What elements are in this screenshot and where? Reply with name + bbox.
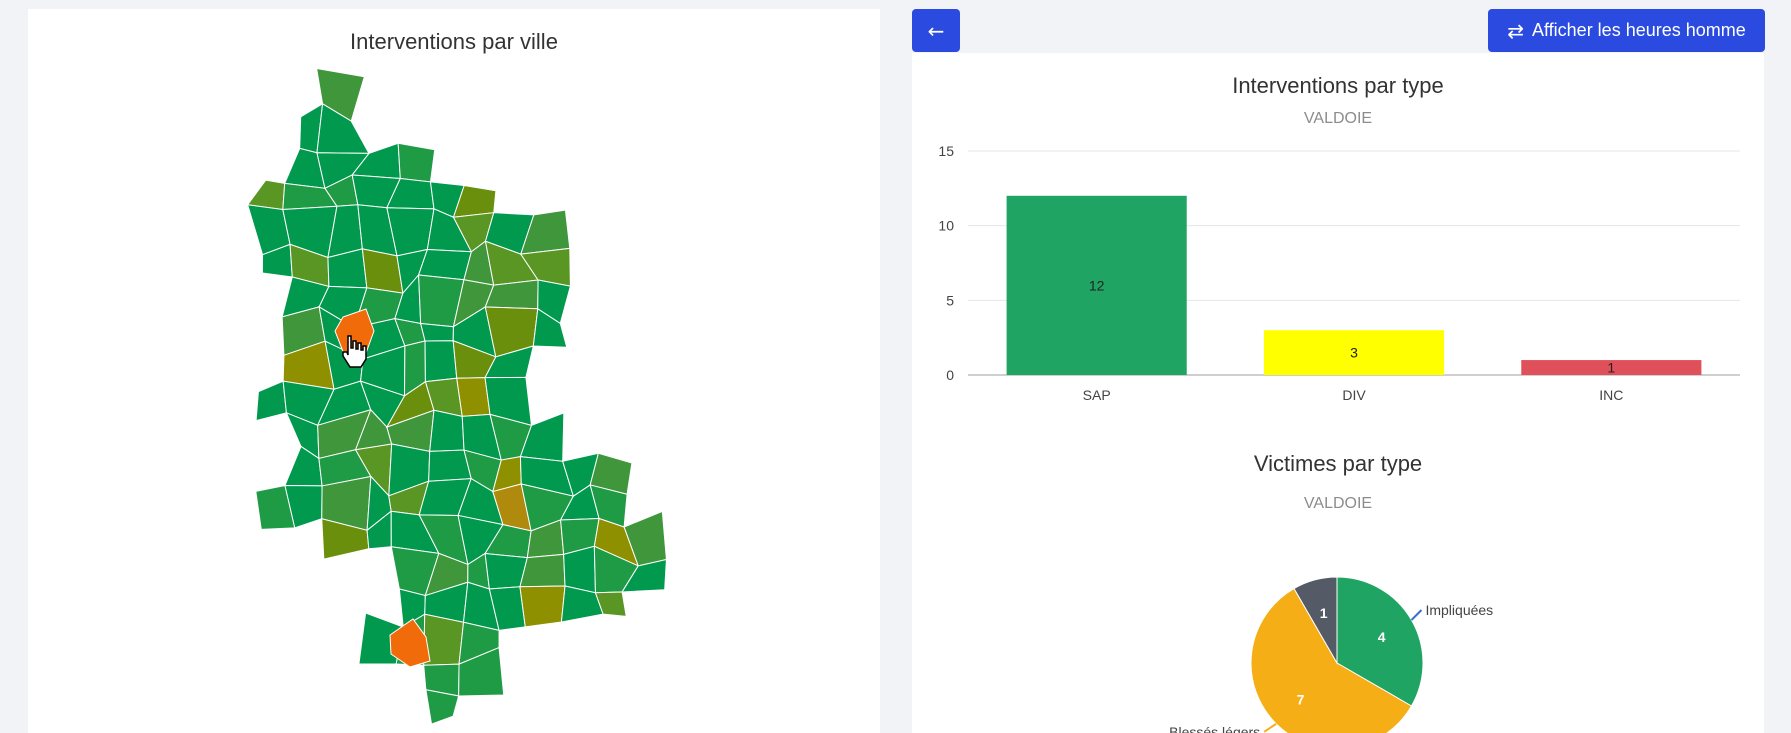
bar-div[interactable] [1263, 330, 1445, 375]
commune-region[interactable] [458, 646, 505, 697]
toggle-hours-button[interactable]: ⇄ Afficher les heures homme [1488, 9, 1765, 52]
bar-sap[interactable] [1006, 195, 1187, 375]
commune-region[interactable] [425, 689, 460, 725]
commune-region[interactable] [424, 340, 458, 383]
pie-slice-label: 4 [1378, 629, 1386, 645]
pie-legend-label: Blessés légers [1169, 724, 1260, 733]
map-regions [246, 67, 667, 725]
y-tick-label: 0 [946, 367, 954, 383]
pie-slice[interactable] [1336, 576, 1424, 707]
pie-chart-subtitle: VALDOIE [1303, 495, 1373, 512]
bar-chart: 0 5 10 15 12 SAP 3 DIV 1 INC [938, 143, 1740, 403]
commune-region[interactable] [621, 558, 667, 593]
city-map [246, 67, 667, 725]
y-tick-label: 5 [946, 292, 954, 308]
bar-inc[interactable] [1521, 360, 1702, 375]
map-panel: Interventions par ville [28, 9, 880, 733]
bar-data-label: 12 [1089, 277, 1105, 293]
pie-slice[interactable] [1250, 587, 1413, 733]
bar-data-label: 1 [1607, 360, 1615, 376]
x-tick-label: SAP [1083, 387, 1111, 403]
pie-legend-label: Impliquées [1425, 602, 1493, 618]
bar-chart-title: Interventions par type [1232, 73, 1444, 98]
pie-chart-title: Victimes par type [1253, 451, 1423, 476]
back-button[interactable]: ← [912, 9, 960, 52]
hand-cursor-icon [342, 335, 367, 368]
commune-region[interactable] [563, 545, 596, 594]
commune-region[interactable] [255, 380, 287, 422]
commune-region[interactable] [389, 618, 431, 668]
commune-region[interactable] [429, 409, 465, 452]
toggle-hours-label: Afficher les heures homme [1531, 20, 1746, 40]
pie-leader-line [1263, 722, 1277, 733]
commune-region[interactable] [519, 553, 566, 588]
y-tick-label: 10 [938, 218, 954, 234]
commune-region[interactable] [417, 248, 473, 281]
y-tick-label: 15 [938, 143, 954, 159]
map-title: Interventions par ville [350, 29, 558, 54]
bar-data-label: 3 [1350, 345, 1358, 361]
commune-region[interactable] [456, 377, 491, 417]
x-tick-label: INC [1599, 387, 1623, 403]
x-tick-label: DIV [1342, 387, 1366, 403]
right-panel: Interventions par type VALDOIE 0 5 10 15 12 S… [912, 53, 1764, 733]
bar-chart-subtitle: VALDOIE [1303, 110, 1373, 127]
pie-chart: 4 Impliquées 7 Blessés légers 1 [1169, 576, 1493, 733]
commune-region[interactable] [532, 307, 568, 348]
commune-region[interactable] [519, 585, 566, 628]
pie-slice[interactable] [1293, 576, 1338, 665]
pie-slice-label: 1 [1320, 605, 1328, 621]
pie-leader-line [1410, 609, 1423, 621]
pie-slice-label: 7 [1297, 691, 1305, 707]
commune-region[interactable] [594, 591, 627, 617]
commune-region[interactable] [397, 142, 436, 183]
swap-icon: ⇄ [1507, 18, 1524, 43]
commune-region[interactable] [420, 322, 454, 342]
